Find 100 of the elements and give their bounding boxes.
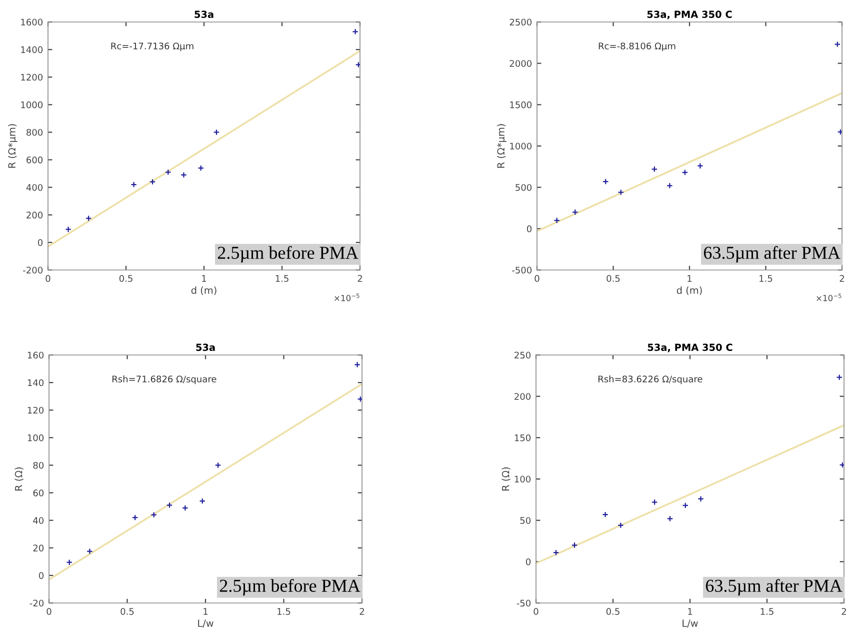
point bbox=[836, 374, 843, 380]
x-tick-label: 0.5 bbox=[120, 608, 134, 615]
annotation: Rc=-8.8106 Ωμm bbox=[598, 42, 676, 52]
y-tick-label: 1000 bbox=[510, 142, 532, 150]
x-tick-label: 1 bbox=[202, 275, 206, 282]
text: ×10$^{−5}$ bbox=[334, 294, 360, 302]
point bbox=[697, 162, 704, 169]
point bbox=[164, 169, 172, 176]
y-tick-label: 100 bbox=[28, 434, 44, 442]
chart-title: 53a, PMA 350 C bbox=[647, 10, 732, 20]
x-tick-label: 1 bbox=[688, 608, 692, 615]
point bbox=[149, 178, 156, 185]
point bbox=[352, 28, 358, 35]
annotation: Rsh=83.6226 Ω/square bbox=[598, 375, 702, 384]
x-tick-label: 2 bbox=[360, 608, 364, 615]
y-tick-label: 1000 bbox=[21, 101, 43, 108]
x-tick-label: 1 bbox=[204, 608, 208, 615]
x-tick-label: 0 bbox=[46, 275, 50, 282]
y-tick-label: 60 bbox=[33, 490, 44, 496]
point bbox=[554, 217, 560, 224]
y-tick-label: 2500 bbox=[510, 18, 532, 26]
x-tick-label: 2 bbox=[840, 275, 844, 282]
point bbox=[86, 548, 93, 554]
point bbox=[552, 549, 560, 556]
x-tick-label: 0.5 bbox=[606, 608, 620, 615]
text: ×10$^{−5}$ bbox=[816, 294, 842, 302]
point bbox=[602, 178, 609, 185]
y-tick-label: 150 bbox=[514, 434, 531, 442]
point bbox=[651, 498, 658, 506]
y-tick-label: 40 bbox=[33, 517, 44, 524]
point bbox=[571, 542, 578, 548]
x-tick-label: 0 bbox=[534, 608, 538, 615]
x-tick-label: 1.5 bbox=[276, 275, 288, 282]
point bbox=[602, 511, 608, 518]
y-tick-label: 120 bbox=[28, 406, 44, 414]
annotation: 63.5µm after PMA bbox=[706, 579, 842, 596]
y-tick-label: -50 bbox=[516, 600, 531, 607]
point bbox=[618, 522, 624, 528]
point bbox=[182, 504, 188, 512]
y-tick-label: 0 bbox=[526, 225, 532, 232]
point bbox=[66, 559, 72, 566]
point bbox=[666, 182, 673, 189]
y-tick-label: 250 bbox=[514, 352, 531, 359]
y-tick-label: 0 bbox=[38, 239, 43, 246]
chart-title: 53a bbox=[196, 344, 215, 351]
point bbox=[618, 189, 624, 196]
point bbox=[180, 172, 187, 178]
y-tick-label: 80 bbox=[33, 462, 44, 469]
annotation: Rc=-17.7136 Ωμm bbox=[111, 42, 194, 52]
y-tick-label: -500 bbox=[512, 266, 532, 274]
y-tick-label: 50 bbox=[520, 517, 531, 524]
y-tick-label: 800 bbox=[26, 128, 43, 136]
y-axis-title: R (Ω*μm) bbox=[496, 124, 506, 168]
chart-title: 53a, PMA 350 C bbox=[648, 344, 732, 352]
x-axis-title: d (m) bbox=[676, 286, 702, 296]
x-tick-label: 1.5 bbox=[760, 608, 774, 615]
point bbox=[65, 226, 72, 233]
point bbox=[572, 208, 578, 216]
y-tick-label: 200 bbox=[514, 393, 531, 400]
y-tick-label: 400 bbox=[26, 184, 43, 191]
point bbox=[698, 496, 704, 502]
y-tick-label: 200 bbox=[26, 212, 43, 218]
point bbox=[651, 166, 658, 172]
x-tick-label: 1 bbox=[688, 275, 692, 282]
x-tick-label: 0 bbox=[46, 608, 52, 615]
point bbox=[834, 41, 841, 48]
x-tick-label: 1.5 bbox=[760, 275, 772, 282]
x-tick-label: 2 bbox=[842, 608, 846, 615]
y-tick-label: 1200 bbox=[21, 74, 43, 81]
point bbox=[213, 129, 220, 136]
point bbox=[214, 462, 222, 468]
y-tick-label: 20 bbox=[33, 544, 44, 552]
x-axis-title: L/w bbox=[198, 620, 214, 628]
point bbox=[166, 502, 173, 508]
y-tick-label: -20 bbox=[30, 600, 44, 607]
y-tick-label: 1400 bbox=[21, 46, 43, 54]
y-tick-label: 500 bbox=[516, 184, 532, 191]
y-axis-title: R (Ω) bbox=[14, 467, 24, 490]
x-axis-title: L/w bbox=[682, 620, 698, 628]
point bbox=[132, 514, 138, 521]
x-axis-title: d (m) bbox=[191, 286, 216, 296]
y-tick-label: 1600 bbox=[21, 18, 43, 26]
y-tick-label: 1500 bbox=[510, 101, 532, 108]
point bbox=[682, 502, 689, 509]
y-tick-label: 0 bbox=[526, 558, 531, 566]
point bbox=[666, 516, 674, 522]
chart-title: 53a bbox=[194, 10, 214, 18]
point bbox=[130, 181, 137, 188]
y-tick-label: 0 bbox=[38, 572, 44, 580]
point bbox=[85, 215, 92, 222]
x-tick-label: 0 bbox=[534, 275, 540, 282]
annotation: 63.5µm after PMA bbox=[704, 246, 840, 263]
point bbox=[199, 498, 206, 504]
y-tick-label: -200 bbox=[23, 266, 43, 274]
point bbox=[198, 164, 204, 172]
y-tick-label: 100 bbox=[514, 476, 531, 483]
x-tick-label: 2 bbox=[358, 275, 362, 282]
y-axis-title: R (Ω*μm) bbox=[8, 124, 18, 168]
annotation: 2.5µm before PMA bbox=[218, 246, 358, 263]
y-tick-label: 2000 bbox=[510, 60, 532, 67]
